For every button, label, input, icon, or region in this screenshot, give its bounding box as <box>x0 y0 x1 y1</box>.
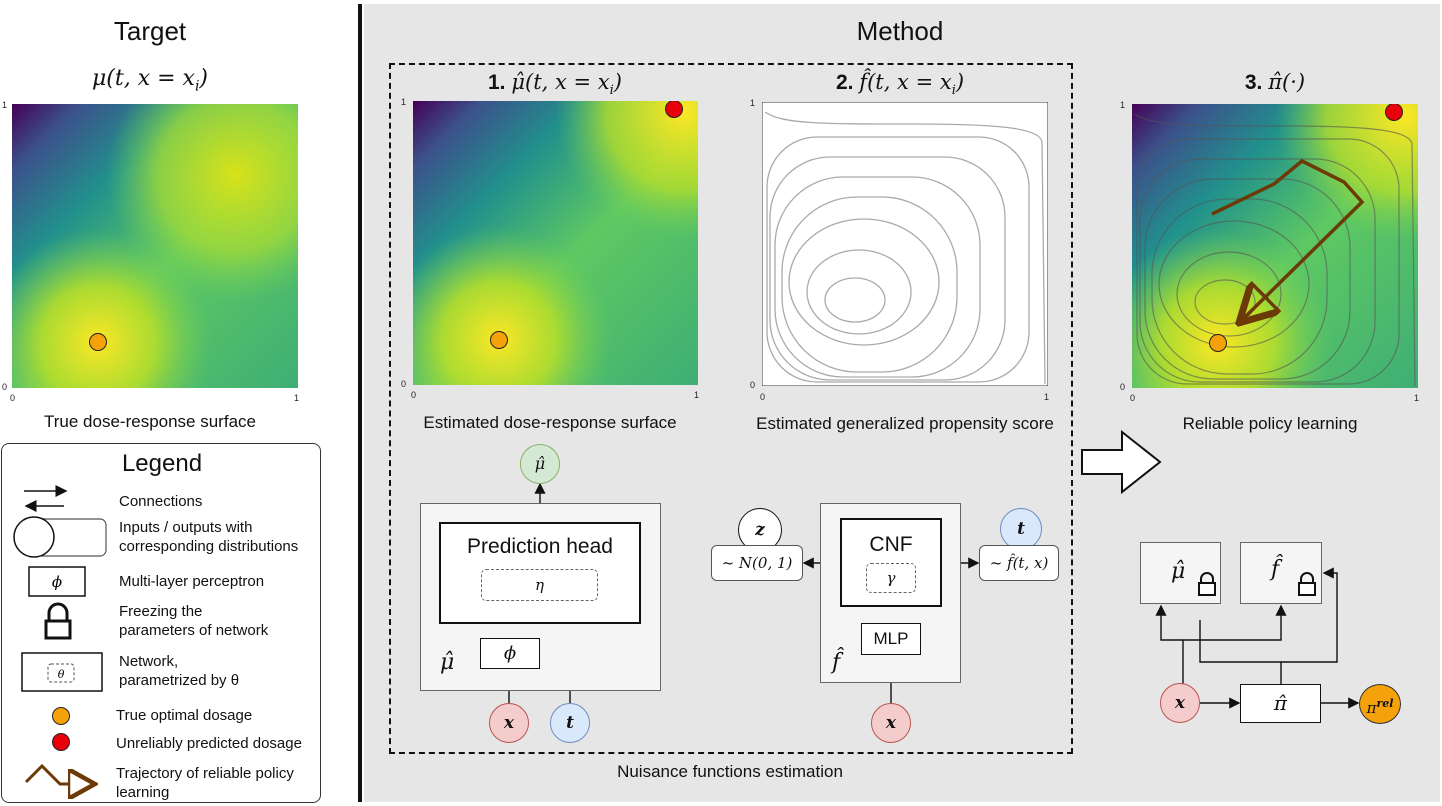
legend-label-freeze: Freezing the parameters of network <box>119 603 269 639</box>
tick-x1: 1 <box>1044 392 1050 402</box>
unreliable-dot <box>1385 104 1403 121</box>
tick-y0: 0 <box>750 380 756 390</box>
trajectory-icon <box>24 763 92 784</box>
tick-x1: 1 <box>294 393 300 403</box>
legend-label-true-optimal: True optimal dosage <box>116 707 253 724</box>
t-distribution-box: ~ f̂(t, x) <box>979 545 1059 581</box>
true-optimal-dot <box>490 331 508 349</box>
svg-text:θ: θ <box>58 668 65 681</box>
red-dot-icon <box>52 733 70 751</box>
prediction-head-label: Prediction head <box>467 535 613 558</box>
step3-policy-plot <box>1132 104 1418 388</box>
f-input-x-node: x <box>871 703 911 743</box>
svg-text:ϕ: ϕ <box>52 573 62 591</box>
lock-icon <box>44 602 72 640</box>
big-arrow-icon <box>1081 430 1162 495</box>
step2-caption: Estimated generalized propensity score <box>756 414 1054 433</box>
nuisance-caption: Nuisance functions estimation <box>617 762 843 781</box>
frozen-mu-label: μ̂ <box>1171 559 1186 584</box>
step3-heading: 3. π̂(·) <box>1244 70 1306 94</box>
panel-divider <box>358 4 362 802</box>
step1-caption: Estimated dose-response surface <box>423 413 677 432</box>
io-circle-icon <box>13 516 55 558</box>
legend-label-mlp: Multi-layer perceptron <box>119 573 265 590</box>
method-title: Method <box>856 16 944 46</box>
orange-dot-icon <box>52 707 70 725</box>
legend-label-io: Inputs / outputs with corresponding dist… <box>119 519 299 555</box>
tick-x1: 1 <box>1414 393 1420 403</box>
mu-input-t-node: t <box>550 703 590 743</box>
z-distribution-box: ~ N(0, 1) <box>711 545 803 581</box>
tick-x0: 0 <box>10 393 16 403</box>
legend-title: Legend <box>121 450 203 477</box>
frozen-mu-box: μ̂ <box>1140 542 1221 604</box>
gamma-subnetwork: γ <box>866 563 916 593</box>
mu-input-x-node: x <box>489 703 529 743</box>
frozen-f-label: f̂ <box>1271 557 1280 582</box>
target-title: Target <box>113 16 187 46</box>
legend-label-trajectory: Trajectory of reliable policy learning <box>116 765 294 801</box>
t-node: t <box>1000 508 1042 550</box>
mu-output-node: μ̂ <box>520 444 560 484</box>
tick-y1: 1 <box>2 100 8 110</box>
tick-x0: 0 <box>1130 393 1136 403</box>
tick-y0: 0 <box>1120 382 1126 392</box>
eta-subnetwork: η <box>481 569 598 601</box>
lock-icon <box>1298 572 1316 596</box>
prediction-head-box <box>439 522 641 624</box>
legend-label-connections: Connections <box>119 493 203 510</box>
frozen-f-box: f̂ <box>1240 542 1322 604</box>
tick-x0: 0 <box>760 392 766 402</box>
tick-y1: 1 <box>401 97 407 107</box>
target-caption: True dose-response surface <box>44 412 256 431</box>
policy-input-x-node: x <box>1160 683 1200 723</box>
legend-label-unreliable: Unreliably predicted dosage <box>116 735 302 752</box>
policy-trajectory <box>1211 158 1365 318</box>
mu-net-corner-label: μ̂ <box>440 650 455 675</box>
step2-heading: 2. f̂(t, x = xi) <box>835 70 965 99</box>
step2-contour-plot <box>762 102 1048 386</box>
mlp-box: MLP <box>861 623 921 655</box>
legend-box: Legend ϕ θ Connections Inputs / outputs … <box>1 443 321 803</box>
nuisance-box <box>389 63 1073 754</box>
legend-label-network: Network, parametrized by θ <box>119 653 240 689</box>
mlp-icon <box>28 566 86 597</box>
tick-x1: 1 <box>694 390 700 400</box>
tick-y0: 0 <box>401 379 407 389</box>
true-optimal-dot <box>1209 334 1227 352</box>
true-optimal-dot <box>89 333 107 351</box>
unreliable-dot <box>665 101 683 118</box>
tick-y0: 0 <box>2 382 8 392</box>
phi-mlp-box: ϕ <box>480 638 540 669</box>
step1-heatmap <box>413 101 698 385</box>
cnf-label: CNF <box>869 533 913 556</box>
target-formula: μ(t, x = xi) <box>91 66 209 95</box>
tick-x0: 0 <box>411 390 417 400</box>
tick-y1: 1 <box>750 98 756 108</box>
policy-pi-box: π̂ <box>1240 684 1321 723</box>
policy-output-node: πrel <box>1359 684 1401 724</box>
f-net-corner-label: f̂ <box>832 650 841 675</box>
legend-symbols: ϕ θ <box>13 485 107 804</box>
lock-icon <box>1198 572 1216 596</box>
z-node: z <box>738 508 782 552</box>
tick-y1: 1 <box>1120 100 1126 110</box>
step3-caption: Reliable policy learning <box>1182 414 1358 433</box>
target-heatmap <box>12 104 298 388</box>
step1-heading: 1. μ̂(t, x = xi) <box>488 70 622 99</box>
